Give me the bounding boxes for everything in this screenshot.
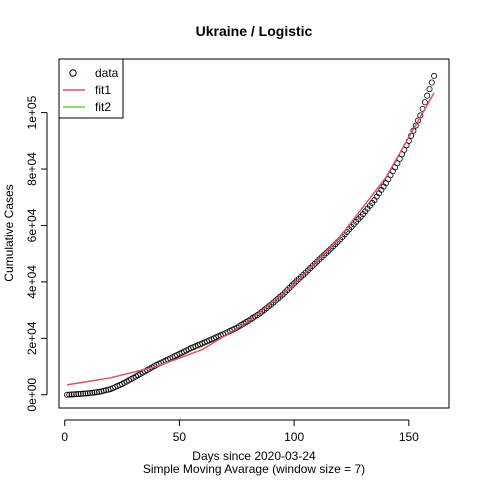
- data-point: [91, 389, 98, 396]
- data-point: [431, 72, 438, 79]
- data-point: [84, 390, 91, 397]
- data-point: [73, 391, 80, 398]
- data-point: [412, 122, 419, 129]
- data-point: [68, 391, 75, 398]
- y-tick-label: 6e+04: [25, 208, 39, 242]
- x-tick-label: 50: [173, 430, 187, 444]
- x-tick-label: 150: [399, 430, 419, 444]
- y-tick-label: 1e+05: [25, 95, 39, 129]
- data-point: [70, 391, 77, 398]
- chart-title: Ukraine / Logistic: [196, 23, 313, 39]
- data-point: [93, 389, 100, 396]
- x-axis-label: Days since 2020-03-24: [192, 449, 316, 463]
- legend-label-data: data: [95, 66, 119, 80]
- chart-subtitle: Simple Moving Avarage (window size = 7): [143, 462, 365, 476]
- legend-label-fit1: fit1: [95, 83, 111, 97]
- data-point: [415, 117, 422, 124]
- y-tick-label: 2e+04: [25, 321, 39, 355]
- y-axis-label: Cumulative Cases: [2, 184, 16, 281]
- data-point: [86, 390, 93, 397]
- data-point: [75, 391, 82, 398]
- plot-area: [64, 72, 438, 398]
- data-point: [66, 391, 73, 398]
- legend-box: [58, 58, 124, 119]
- y-axis: 0e+00 2e+04 4e+04 6e+04 8e+04 1e+05: [25, 95, 48, 412]
- data-point: [64, 391, 71, 398]
- x-tick-label: 0: [61, 430, 68, 444]
- data-point: [77, 390, 84, 397]
- data-point: [426, 86, 433, 93]
- data-point: [96, 388, 103, 395]
- series-line-fit1: [66, 92, 435, 386]
- x-tick-label: 100: [284, 430, 304, 444]
- data-point: [100, 387, 107, 394]
- legend-marker-data: [69, 69, 77, 77]
- data-point: [89, 389, 96, 396]
- data-point: [428, 79, 435, 86]
- data-point: [421, 99, 428, 106]
- data-point: [80, 390, 87, 397]
- data-point: [82, 390, 89, 397]
- y-tick-label: 8e+04: [25, 152, 39, 186]
- legend-label-fit2: fit2: [95, 100, 111, 114]
- plot-frame: [58, 58, 450, 409]
- data-point: [98, 388, 105, 395]
- x-axis: 0 50 100 150: [61, 419, 419, 444]
- legend: data fit1 fit2: [58, 58, 124, 119]
- y-tick-label: 4e+04: [25, 265, 39, 299]
- y-tick-label: 0e+00: [25, 378, 39, 412]
- data-point: [103, 387, 110, 394]
- data-point: [424, 92, 431, 99]
